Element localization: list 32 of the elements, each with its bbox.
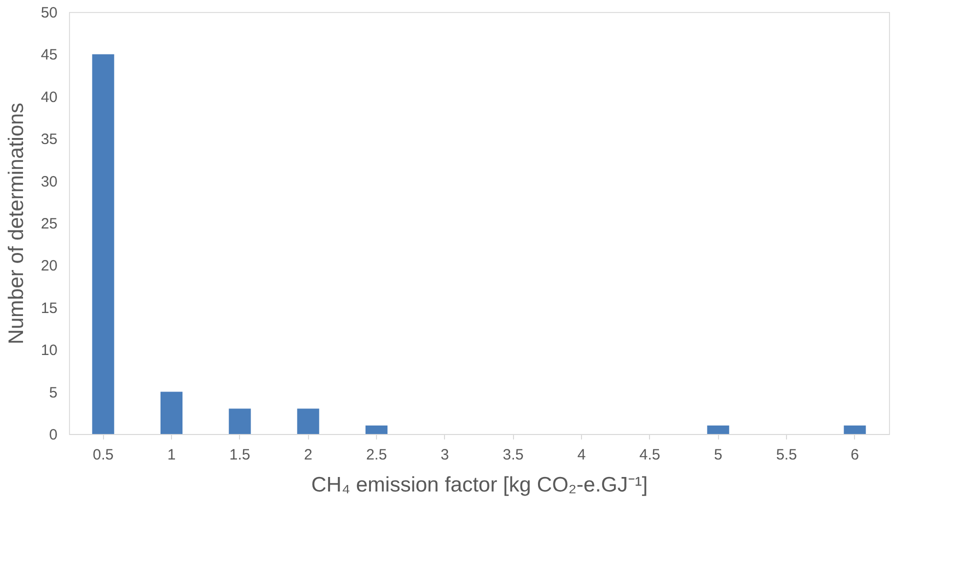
x-tick-label: 5 xyxy=(714,446,722,464)
y-axis-title: Number of determinations xyxy=(4,102,28,344)
x-tick-label: 0.5 xyxy=(92,446,114,464)
y-tick-label: 0 xyxy=(49,426,58,444)
y-tick-label: 35 xyxy=(40,131,58,148)
x-tick-label: 2 xyxy=(304,446,312,464)
x-tick-label: 1 xyxy=(167,446,176,464)
x-tick-label: 1.5 xyxy=(229,446,250,464)
x-tick-label: 4 xyxy=(577,446,586,464)
y-tick-label: 5 xyxy=(49,384,58,402)
bar xyxy=(297,408,320,434)
x-tick-label: 5.5 xyxy=(776,446,797,464)
y-tick-label: 30 xyxy=(40,173,58,190)
y-tick-label: 40 xyxy=(40,88,58,106)
bar xyxy=(707,426,730,434)
bar xyxy=(160,392,182,434)
y-tick-label: 25 xyxy=(40,216,58,232)
x-tick-label: 3 xyxy=(440,446,450,464)
y-tick-label: 45 xyxy=(40,46,58,64)
bar xyxy=(844,426,866,434)
y-tick-label: 20 xyxy=(40,258,58,275)
x-tick-label: 3.5 xyxy=(502,446,524,464)
x-tick-label: 6 xyxy=(850,446,860,464)
y-tick-label: 50 xyxy=(40,4,58,22)
y-tick-label: 10 xyxy=(40,342,58,360)
x-tick-label: 2.5 xyxy=(366,446,387,464)
x-axis-title: CH₄ emission factor [kg CO₂-e.GJ⁻¹] xyxy=(311,474,648,496)
bar xyxy=(228,408,251,434)
bar xyxy=(92,54,114,434)
x-tick-label: 4.5 xyxy=(639,446,660,464)
y-tick-label: 15 xyxy=(40,300,58,317)
bar xyxy=(366,426,388,434)
